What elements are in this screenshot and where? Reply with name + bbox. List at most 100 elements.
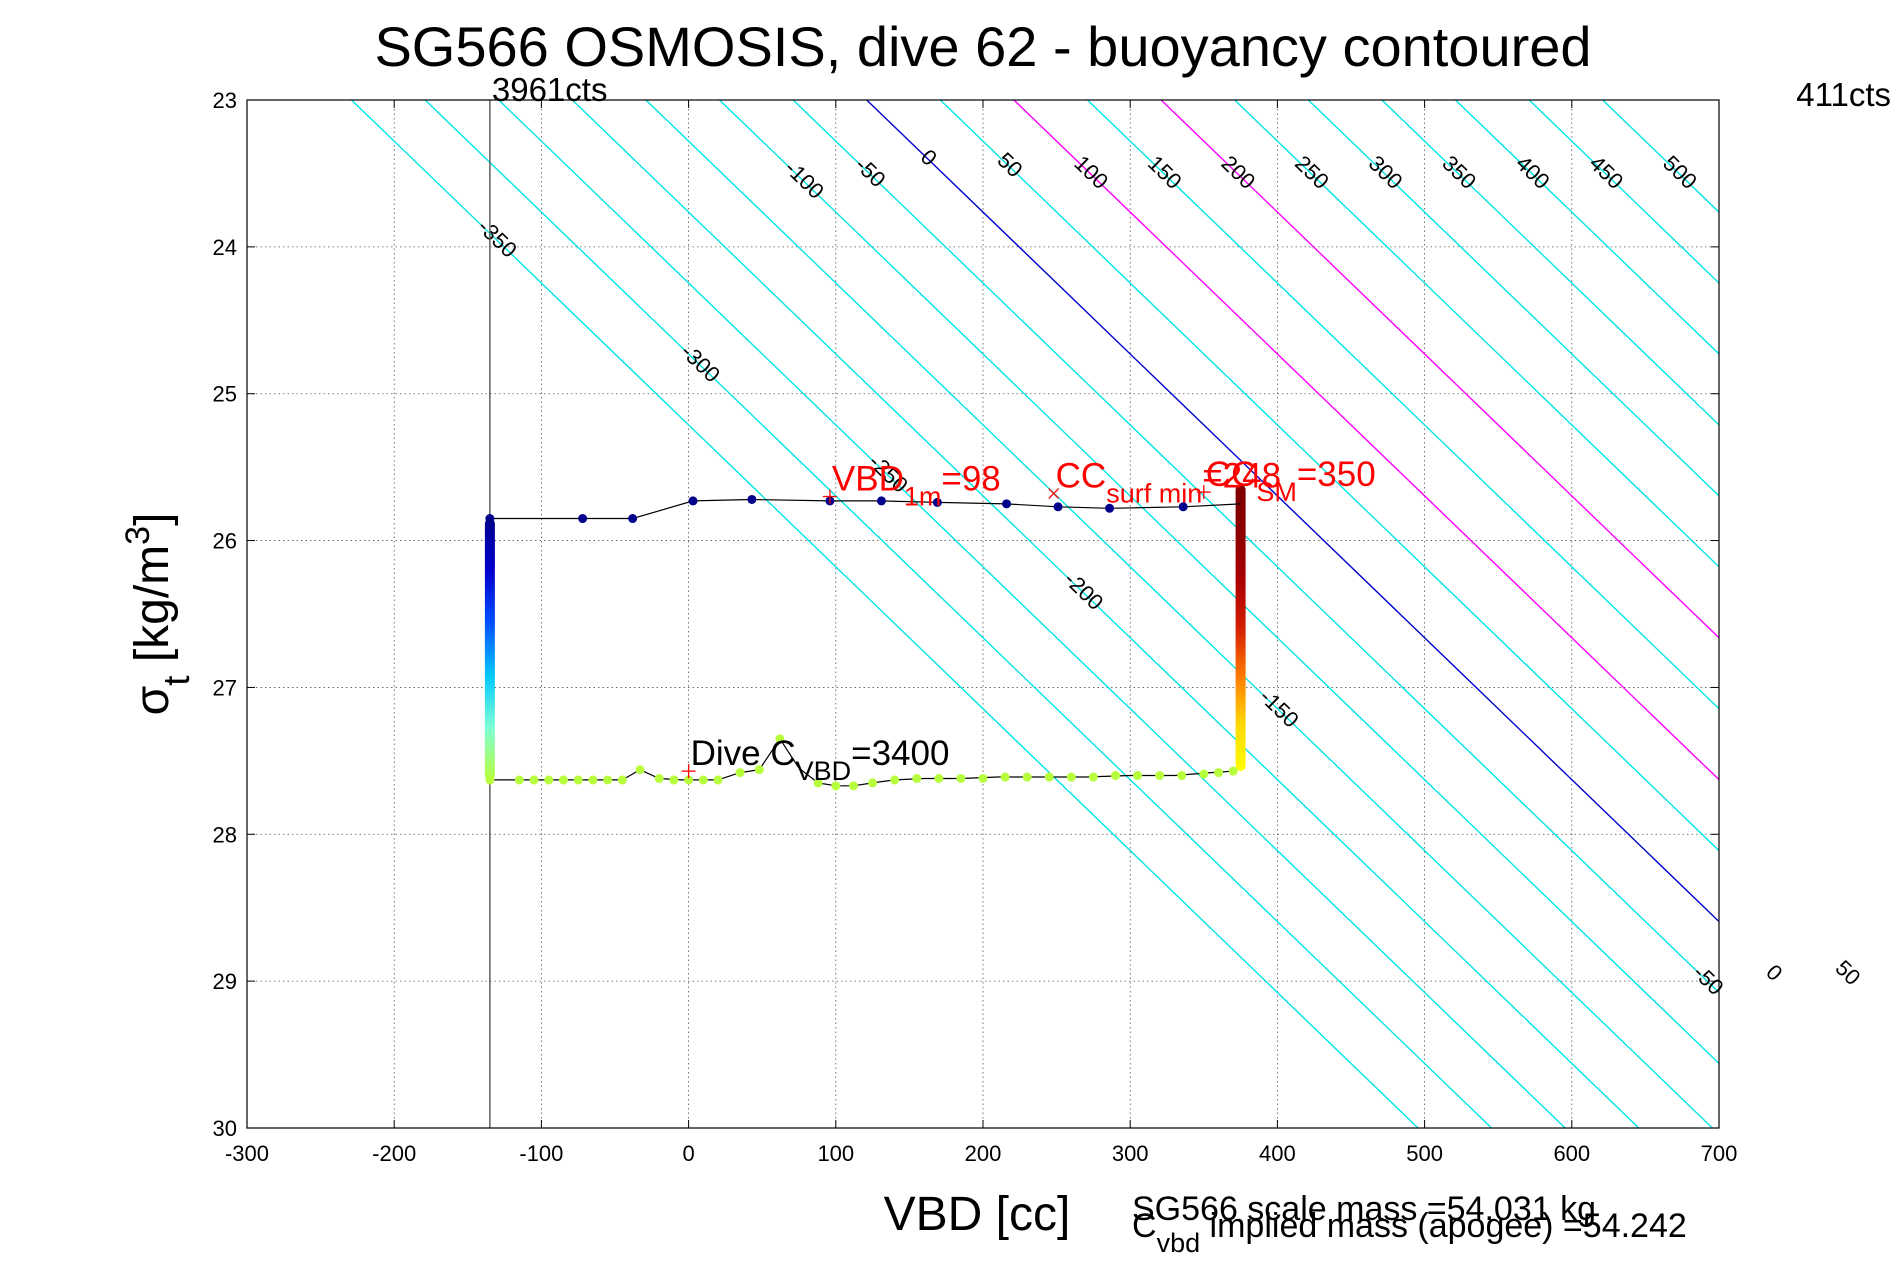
y-tick-label: 28 (213, 822, 237, 847)
data-point (514, 775, 524, 785)
ascent-points (1235, 484, 1246, 772)
data-point (747, 494, 757, 504)
right-limit-label: 411cts (1796, 76, 1891, 113)
y-tick-label: 26 (213, 529, 237, 554)
contour-line (571, 100, 1640, 1128)
y-tick-label: 30 (213, 1116, 237, 1141)
x-tick-label: 0 (682, 1141, 694, 1166)
data-point (713, 775, 723, 785)
contour-line (939, 100, 1719, 852)
left-limit-label: 3961cts (492, 71, 608, 108)
data-point (1110, 771, 1120, 781)
data-point (573, 775, 583, 785)
data-series (484, 484, 1246, 791)
data-point (688, 496, 698, 506)
data-point (485, 514, 495, 524)
data-point (978, 773, 988, 783)
data-point (831, 781, 841, 791)
x-tick-label: 700 (1701, 1141, 1738, 1166)
data-point (890, 775, 900, 785)
scale-mass-label: SG566 scale mass =54.031 kg (1132, 1190, 1596, 1228)
data-point (876, 496, 886, 506)
x-tick-label: 400 (1259, 1141, 1296, 1166)
vbd-limits: 3961cts 411cts (489, 71, 1891, 1128)
data-point (588, 775, 598, 785)
contour-line (351, 100, 1419, 1128)
x-tick-label: 600 (1553, 1141, 1590, 1166)
data-point (628, 514, 638, 524)
data-point (485, 775, 495, 785)
data-point (544, 775, 554, 785)
y-tick-label: 23 (213, 88, 237, 113)
contour-line (866, 100, 1719, 923)
buoyancy-contours (351, 100, 1719, 1128)
data-point (684, 775, 694, 785)
contour-line (1013, 100, 1719, 781)
data-point (603, 775, 613, 785)
data-point (669, 775, 679, 785)
data-point (813, 778, 823, 788)
data-point (868, 778, 878, 788)
data-point (754, 765, 764, 775)
y-tick-label: 24 (213, 235, 237, 260)
data-point (635, 765, 645, 775)
data-point (735, 768, 745, 778)
data-point (1155, 771, 1165, 781)
annotation-vbd1m: VBD1m=98 (832, 460, 1001, 512)
x-tick-label: -300 (225, 1141, 269, 1166)
data-point (1199, 769, 1209, 779)
data-point (1053, 502, 1063, 512)
data-point (934, 773, 944, 783)
contour-line (1160, 100, 1719, 639)
contour-line (424, 100, 1493, 1128)
x-tick-label: -200 (372, 1141, 416, 1166)
data-point (1066, 772, 1076, 782)
data-point (956, 773, 966, 783)
contour-line (792, 100, 1719, 994)
contour-line (1087, 100, 1719, 710)
descent-points (484, 518, 495, 780)
data-point (1000, 772, 1010, 782)
data-point (1022, 772, 1032, 782)
contour-line (645, 100, 1713, 1128)
contour-line (1234, 100, 1719, 568)
data-point (775, 734, 785, 744)
x-tick-label: 100 (817, 1141, 854, 1166)
contour-line (719, 100, 1719, 1065)
data-point (1088, 772, 1098, 782)
contour-line (1455, 100, 1719, 355)
data-point (912, 773, 922, 783)
annotation-divecvbd: Dive CVBD=3400 (691, 734, 950, 786)
x-tick-label: 200 (965, 1141, 1002, 1166)
y-tick-label: 27 (213, 675, 237, 700)
data-point (529, 775, 539, 785)
chart-title: SG566 OSMOSIS, dive 62 - buoyancy contou… (374, 15, 1591, 78)
data-point (698, 775, 708, 785)
annotation-marker (1048, 488, 1060, 500)
contour-label: 0 (1761, 959, 1787, 986)
series-line-dive-lower (489, 737, 1234, 787)
x-tick-label: -100 (519, 1141, 563, 1166)
data-point (932, 497, 942, 507)
annotation-ccsurf: CCsurf min=248 (1056, 457, 1281, 509)
data-point (617, 775, 627, 785)
y-axis-label: σt [kg/m3] (119, 513, 197, 716)
data-point (1002, 499, 1012, 509)
data-point (1177, 771, 1187, 781)
contour-line (1528, 100, 1719, 285)
data-point (1105, 503, 1115, 513)
contour-line (1307, 100, 1719, 497)
contour-line (498, 100, 1566, 1128)
data-point (1133, 771, 1143, 781)
axis-ticks: -300 -200 -100 0 100 200 300 400 500 600 700 23 24 25… (213, 88, 1738, 1166)
y-tick-label: 29 (213, 969, 237, 994)
implied-mass-label: Cvbd implied mass (apogee) =54.242 (1132, 1207, 1687, 1258)
contour-label: 50 (1830, 955, 1865, 990)
data-point (1228, 766, 1238, 776)
data-point (654, 773, 664, 783)
x-tick-label: 500 (1406, 1141, 1443, 1166)
data-point (578, 514, 588, 524)
data-point (1044, 772, 1054, 782)
